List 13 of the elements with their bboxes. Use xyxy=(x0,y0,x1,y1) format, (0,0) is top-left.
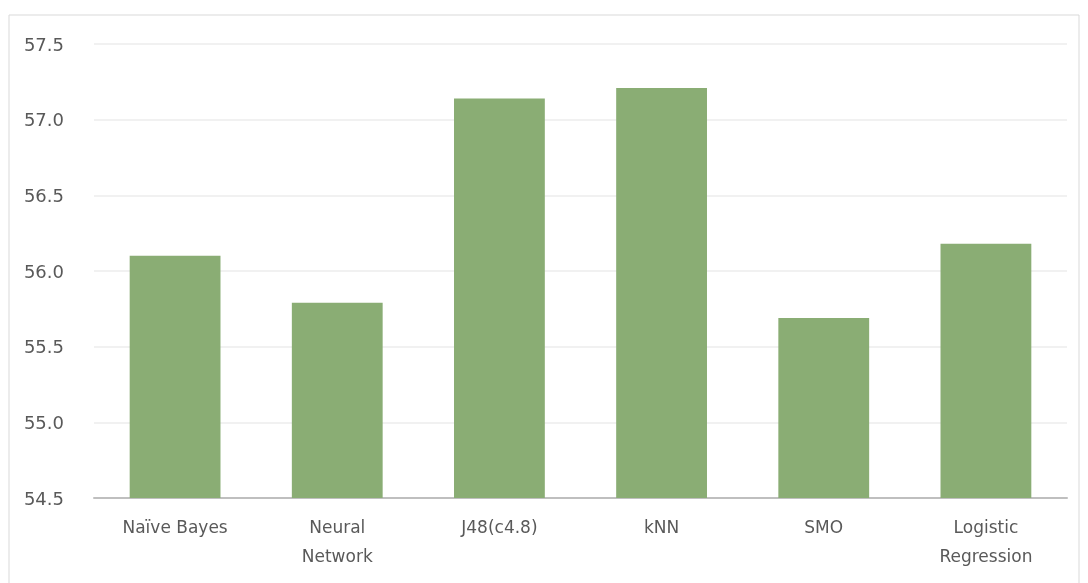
x-tick-label: kNN xyxy=(643,516,680,537)
y-tick-label: 55.5 xyxy=(23,336,64,358)
y-tick-label: 56.5 xyxy=(23,184,64,206)
x-tick-label: Naïve Bayes xyxy=(122,516,228,537)
x-tick-label: J48(c4.8) xyxy=(460,516,538,537)
y-tick-label: 54.5 xyxy=(23,487,64,509)
x-tick-label: SMO xyxy=(804,516,844,537)
x-tick-label: Neural Network xyxy=(301,516,373,566)
y-tick-label: 57.0 xyxy=(23,109,64,131)
y-tick-label: 55.0 xyxy=(23,411,64,433)
y-tick-label: 57.5 xyxy=(23,33,64,55)
y-tick-label: 56.0 xyxy=(23,260,64,282)
x-tick-label: Logistic Regression xyxy=(939,516,1033,566)
